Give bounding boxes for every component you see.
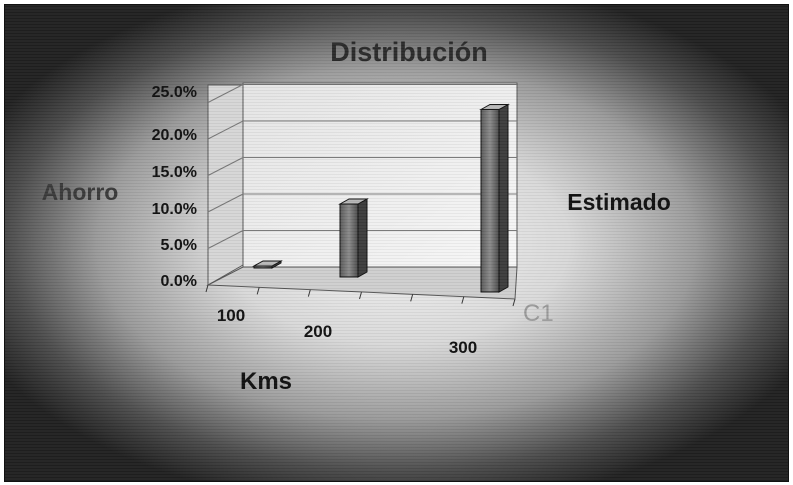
y-tick-label: 15.0% [152, 164, 197, 181]
floor-tick [256, 287, 260, 295]
floor-tick [410, 294, 414, 302]
bar-side [498, 103, 509, 293]
floor-tick [359, 291, 362, 300]
gridline [207, 193, 244, 213]
series-label: C1 [523, 300, 554, 327]
gridline [207, 157, 244, 176]
back-wall [242, 82, 518, 268]
bar [479, 103, 510, 293]
chart-title: Distribución [330, 37, 488, 67]
x-axis-label: Kms [240, 368, 292, 395]
gridlines [207, 84, 517, 249]
gridline [207, 120, 244, 140]
y-tick-label: 5.0% [161, 237, 197, 254]
x-tick-label: 300 [449, 338, 477, 357]
floor-tick [461, 296, 465, 304]
bar-side [357, 198, 368, 278]
bar-top [479, 104, 510, 110]
y-tick-label: 20.0% [152, 127, 197, 144]
chart-frame: 0.0% 5.0% 10.0% 15.0% 20.0% 25.0% 100 20… [4, 4, 789, 482]
bar-top [338, 198, 369, 205]
y-tick-label: 0.0% [161, 273, 197, 290]
bar-top [252, 260, 283, 267]
floor-tick [205, 284, 209, 293]
gridline [207, 84, 244, 103]
side-label: Estimado [567, 189, 671, 215]
bar [252, 260, 283, 269]
y-axis-label: Ahorro [42, 179, 119, 205]
bar [338, 198, 369, 278]
floor-ticks [205, 284, 516, 307]
bars [252, 103, 510, 293]
y-tick-label: 10.0% [152, 201, 197, 218]
bar-front [480, 109, 500, 293]
bar-chart-3d: 0.0% 5.0% 10.0% 15.0% 20.0% 25.0% 100 20… [42, 37, 671, 395]
floor-tick [512, 298, 516, 307]
bar-front [339, 203, 359, 278]
floor-tick [307, 289, 311, 297]
x-tick-label: 100 [217, 306, 245, 325]
gridline [207, 230, 244, 249]
x-tick-label: 200 [304, 322, 332, 341]
y-tick-label: 25.0% [152, 84, 197, 101]
side-wall [207, 84, 244, 286]
